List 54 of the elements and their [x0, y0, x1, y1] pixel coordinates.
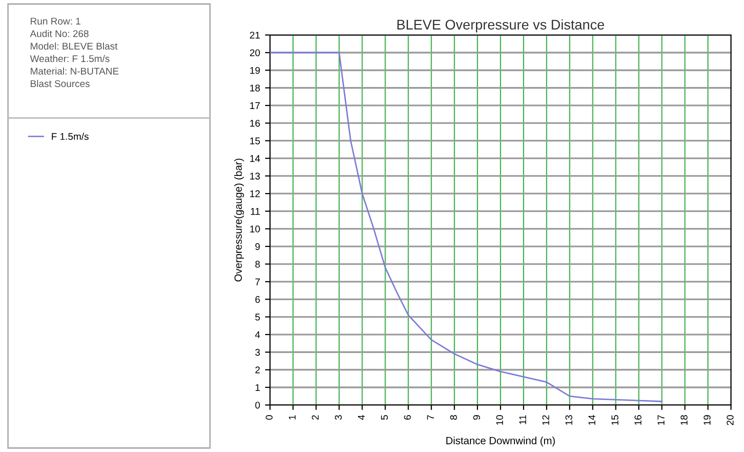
x-axis-title: Distance Downwind (m): [446, 436, 555, 446]
x-tick-label: 12: [542, 415, 550, 425]
y-tick-label: 19: [250, 66, 260, 74]
y-tick-label: 8: [255, 260, 260, 268]
x-tick-label: 16: [634, 415, 642, 425]
y-axis-title: Overpressure(gauge) (bar): [234, 158, 244, 282]
y-tick-label: 13: [250, 172, 260, 180]
x-tick-label: 18: [680, 415, 688, 425]
x-tick-label: 5: [381, 415, 388, 420]
text: Audit No: 268: [30, 30, 88, 38]
text: Blast Sources: [30, 80, 90, 88]
line-series: [270, 52, 663, 402]
x-tick-label: 2: [312, 415, 319, 420]
x-tick-label: 6: [404, 415, 411, 420]
chart-title: BLEVE Overpressure vs Distance: [397, 19, 604, 32]
text: Model: BLEVE Blast: [30, 42, 118, 50]
y-tick-label: 6: [255, 296, 260, 303]
y-tick-label: 10: [250, 226, 260, 232]
x-tick-label: 17: [658, 415, 664, 425]
y-tick-label: 18: [250, 84, 260, 92]
y-tick-label: 5: [255, 314, 260, 321]
y-tick-label: 21: [250, 32, 260, 39]
y-tick-label: 17: [250, 102, 260, 109]
text: Weather: F 1.5m/s: [30, 54, 110, 62]
y-tick-label: 9: [255, 243, 260, 250]
y-tick-label: 0: [255, 402, 260, 409]
x-tick-label: 11: [519, 415, 526, 424]
x-tick-label: 8: [450, 415, 458, 420]
y-tick-label: 11: [250, 208, 260, 215]
text: Material: N-BUTANE: [30, 67, 119, 75]
y-tick-label: 15: [250, 138, 260, 144]
x-tick-label: 7: [427, 415, 434, 420]
y-tick-label: 4: [255, 331, 260, 338]
x-tick-label: 4: [358, 415, 365, 420]
x-tick-label: 3: [334, 415, 342, 420]
x-tick-label: 0: [266, 415, 273, 420]
y-tick-label: 16: [250, 120, 260, 127]
y-tick-label: 7: [255, 278, 260, 286]
y-tick-label: 12: [250, 190, 260, 198]
y-tick-label: 14: [250, 155, 260, 162]
legend-label: F 1.5m/s: [52, 132, 89, 140]
x-tick-label: 1: [288, 415, 296, 420]
y-tick-label: 3: [255, 348, 260, 356]
x-tick-label: 15: [612, 415, 618, 425]
text: Run Row: 1: [30, 18, 80, 25]
x-tick-label: 14: [588, 415, 596, 425]
x-tick-label: 20: [726, 415, 734, 426]
y-tick-label: 1: [256, 384, 260, 391]
x-tick-label: 9: [473, 415, 480, 420]
x-tick-label: 13: [565, 415, 572, 425]
y-tick-label: 20: [250, 49, 260, 56]
y-tick-label: 2: [255, 366, 260, 374]
x-tick-label: 19: [704, 415, 711, 425]
x-tick-label: 10: [496, 415, 504, 425]
